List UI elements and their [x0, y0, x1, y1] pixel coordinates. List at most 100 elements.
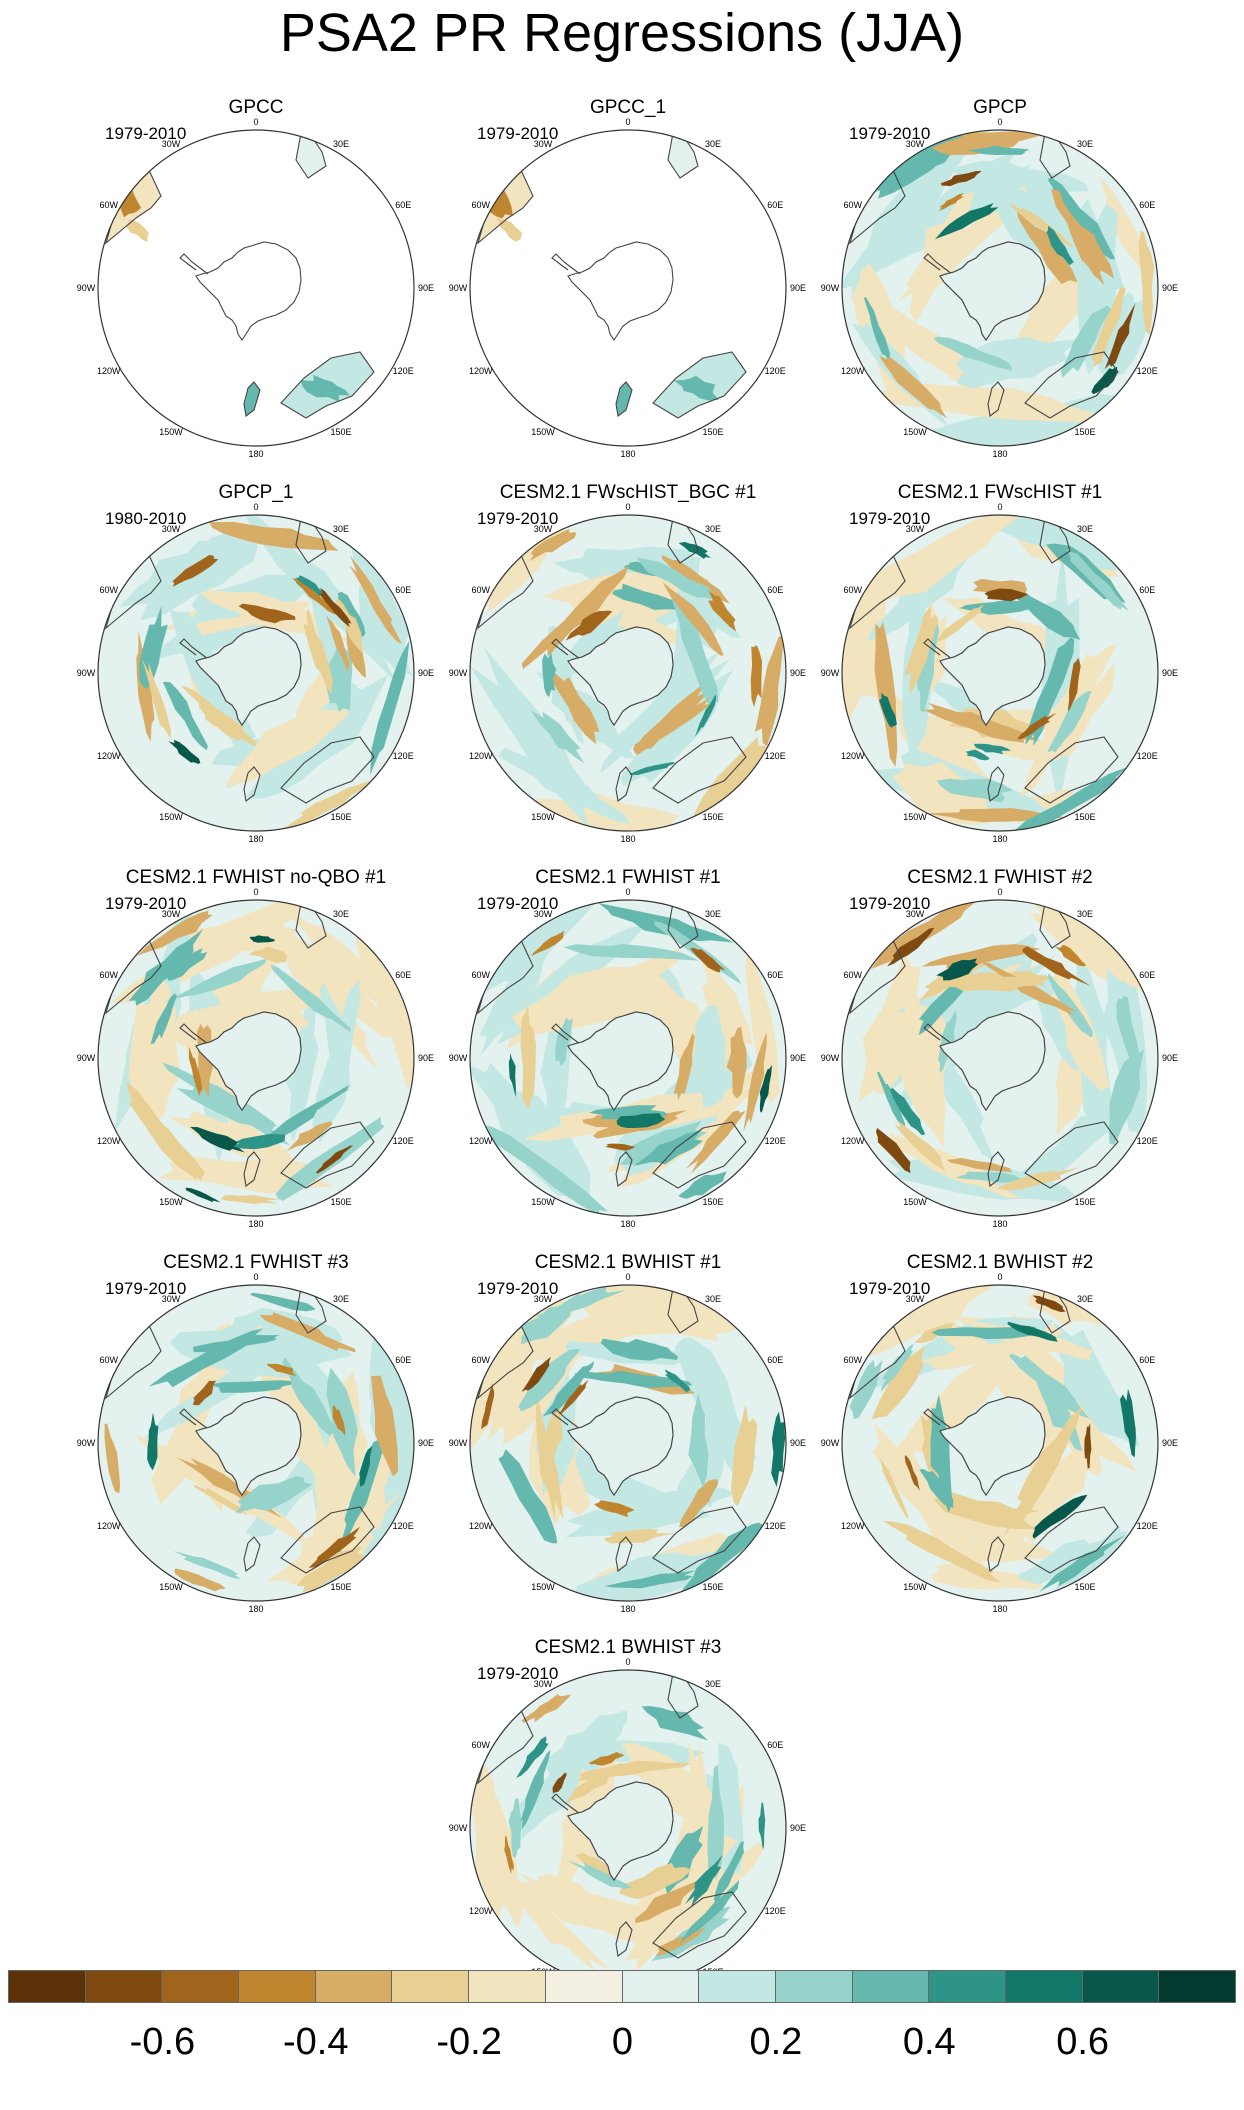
- field-anomaly: [934, 604, 985, 643]
- field-core: [185, 1187, 221, 1203]
- map-field: [470, 515, 786, 831]
- coastline: [652, 1506, 747, 1574]
- map-field: [470, 130, 786, 446]
- field-core: [147, 1412, 159, 1471]
- longitude-label: 60E: [1139, 970, 1155, 980]
- field-anomaly: [662, 582, 724, 656]
- polar-map: 0 30E 60E 90E 120E 150E 180 150W 120W 90W 60W 30W: [449, 502, 806, 844]
- figure-title: PSA2 PR Regressions (JJA): [279, 3, 965, 63]
- field-core: [973, 743, 1012, 755]
- field-anomaly: [743, 1032, 767, 1132]
- field-core: [708, 590, 737, 632]
- longitude-label: 150E: [330, 427, 351, 437]
- longitude-label: 150W: [903, 1582, 927, 1592]
- field-anomaly: [104, 1423, 121, 1494]
- colorbar-box: [698, 1970, 776, 2003]
- longitude-label: 150W: [159, 812, 183, 822]
- longitude-label: 90W: [821, 1053, 840, 1063]
- longitude-label: 150E: [1074, 1197, 1095, 1207]
- longitude-label: 30E: [333, 524, 349, 534]
- field-anomaly: [636, 557, 715, 600]
- panel-title: CESM2.1 BWHIST #2: [906, 1252, 1094, 1273]
- coastline: [652, 1891, 747, 1959]
- colorbar-box: [928, 1970, 1006, 2003]
- map-field: [842, 900, 1158, 1216]
- longitude-label: 120W: [469, 751, 493, 761]
- longitude-label: 150W: [903, 1197, 927, 1207]
- longitude-label: 60W: [844, 585, 863, 595]
- land-field: [296, 133, 326, 178]
- map-panel: CESM2.1 FWHIST no-QBO #1 1979-2010 0 30E 60E…: [77, 866, 434, 1229]
- panel-period: 1979-2010: [477, 894, 559, 913]
- map-boundary: [841, 129, 1159, 447]
- field-anomaly: [578, 1760, 692, 1782]
- longitude-label: 90E: [1162, 283, 1178, 293]
- colorbar: -0.6 -0.4 -0.2 0 0.2 0.4 0.6: [8, 1970, 1236, 2110]
- longitude-label: 150E: [330, 1582, 351, 1592]
- field-core: [1007, 1321, 1058, 1342]
- longitude-label: 30W: [162, 139, 181, 149]
- field-anomaly: [542, 652, 557, 697]
- antarctica: [195, 1396, 302, 1496]
- field-anomaly: [620, 1120, 707, 1165]
- longitude-label: 0: [625, 502, 630, 512]
- field-anomaly: [220, 1194, 281, 1204]
- longitude-label: 60W: [472, 200, 491, 210]
- longitude-label: 90W: [821, 283, 840, 293]
- field-band: [596, 1490, 700, 1527]
- field-anomaly: [1016, 207, 1078, 285]
- field-core: [771, 1411, 786, 1487]
- land-anomaly: [300, 374, 350, 402]
- coastline: [179, 638, 209, 660]
- field-band: [168, 1111, 296, 1162]
- longitude-label: 0: [625, 1272, 630, 1282]
- longitude-label: 30W: [906, 1294, 925, 1304]
- coastline: [652, 1121, 747, 1189]
- panel-title: GPCP: [973, 97, 1027, 118]
- field-core: [552, 1772, 567, 1794]
- field-core: [665, 1369, 691, 1393]
- longitude-label: 180: [620, 1604, 635, 1614]
- polar-map: 0 30E 60E 90E 120E 150E 180 150W 120W 90W 60W 30W: [821, 1272, 1178, 1614]
- field-anomaly: [894, 1120, 946, 1172]
- polar-map: 0 30E 60E 90E 120E 150E 180 150W 120W 90W 60W 30W: [449, 1272, 806, 1614]
- panel-title: GPCC: [228, 97, 284, 118]
- colorbar-label: 0.6: [1056, 2021, 1110, 2063]
- field-core: [1055, 944, 1087, 967]
- longitude-label: 30E: [1077, 524, 1093, 534]
- longitude-label: 30E: [705, 1294, 721, 1304]
- field-anomaly: [521, 565, 630, 669]
- map-panel: CESM2.1 BWHIST #2 1979-2010 0 30E 60E 90E 120E…: [821, 1251, 1178, 1614]
- field-core: [684, 1854, 723, 1907]
- longitude-label: 90W: [449, 668, 468, 678]
- land-field: [244, 382, 260, 416]
- field-anomaly: [604, 1570, 697, 1589]
- longitude-label: 90E: [790, 283, 806, 293]
- map-field: [470, 1670, 786, 1986]
- field-core: [616, 1113, 666, 1128]
- field-anomaly: [915, 619, 939, 713]
- field-core: [678, 542, 711, 559]
- field-anomaly: [726, 1026, 747, 1099]
- panel-title: CESM2.1 FWscHIST_BGC #1: [499, 482, 757, 503]
- panel-period: 1979-2010: [849, 509, 931, 528]
- colorbar-box: [1004, 1970, 1083, 2003]
- field-anomaly: [1046, 690, 1092, 753]
- field-core: [628, 761, 675, 775]
- coastline: [195, 241, 302, 341]
- field-band: [1002, 1536, 1114, 1587]
- longitude-label: 30W: [534, 139, 553, 149]
- colorbar-box: [314, 1970, 393, 2003]
- field-anomaly: [208, 1380, 296, 1393]
- longitude-label: 150E: [1074, 427, 1095, 437]
- colorbar-label: 0.2: [749, 2021, 803, 2063]
- colorbar-box: [238, 1970, 316, 2003]
- field-anomaly: [923, 808, 1066, 822]
- field-anomaly: [535, 1397, 564, 1520]
- field-core: [934, 203, 999, 240]
- longitude-label: 120E: [393, 751, 414, 761]
- panel-title: CESM2.1 FWHIST #3: [163, 1252, 349, 1273]
- longitude-label: 150W: [159, 427, 183, 437]
- panel-period: 1979-2010: [477, 124, 559, 143]
- longitude-label: 120E: [1137, 751, 1158, 761]
